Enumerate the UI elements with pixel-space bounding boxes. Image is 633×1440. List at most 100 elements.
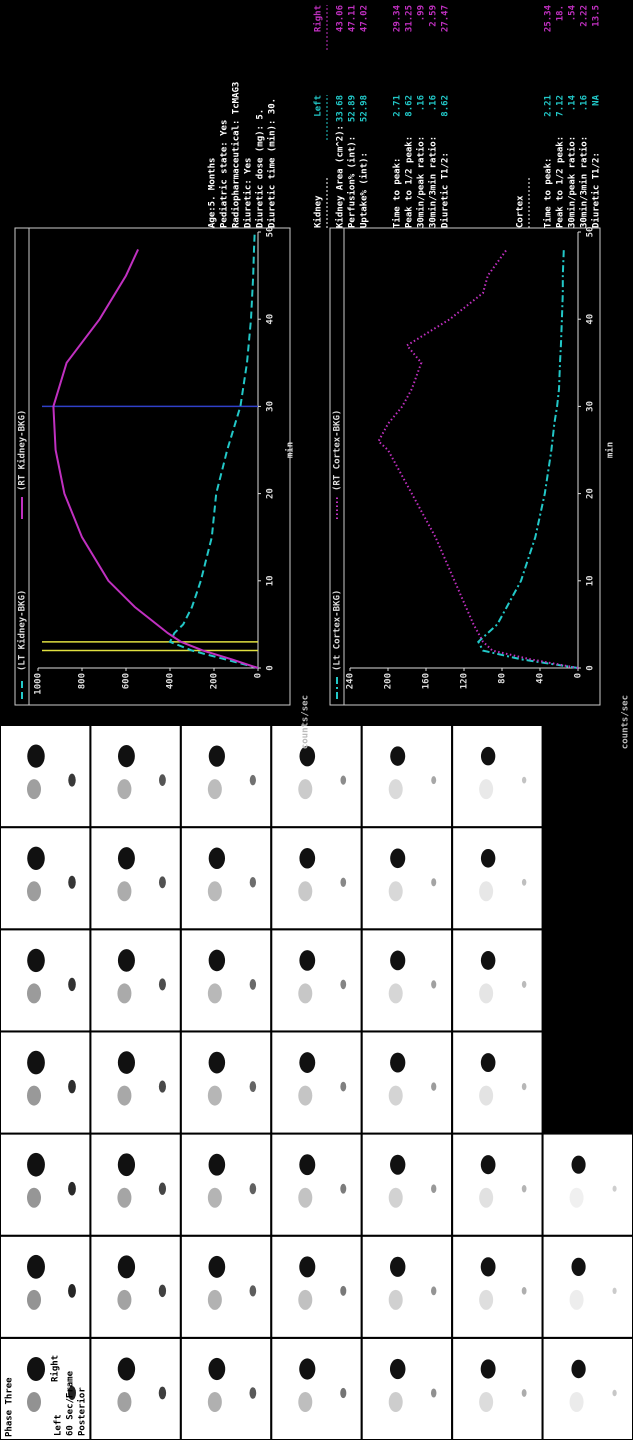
bladder-blob — [340, 980, 346, 990]
x-tick-label: 30 — [586, 401, 596, 412]
kidney-blob-faint — [389, 1086, 403, 1106]
row-label: Time to peak: — [543, 158, 554, 228]
frame — [181, 827, 271, 929]
y-tick-label: 80 — [498, 673, 508, 684]
bladder-blob — [159, 978, 166, 990]
right-value: 2.22 — [580, 5, 590, 27]
bladder-blob — [522, 981, 527, 988]
bladder-blob — [431, 1388, 437, 1397]
frame — [271, 1031, 361, 1133]
frame — [0, 1134, 90, 1236]
frame — [271, 1134, 361, 1236]
frame — [0, 725, 90, 827]
frame — [0, 827, 90, 929]
kidney-blob-faint — [298, 1086, 312, 1106]
right-value: .54 — [568, 4, 578, 21]
right-value: 47.11 — [348, 5, 358, 32]
frame — [90, 1134, 180, 1236]
info-line: Pediatric state: Yes — [219, 120, 230, 228]
y-tick-label: 600 — [122, 673, 132, 689]
section-title: Cortex — [516, 195, 526, 228]
bladder-blob — [340, 878, 346, 887]
left-value: 33.68 — [336, 95, 346, 122]
frame — [181, 725, 271, 827]
x-tick-label: 10 — [586, 575, 596, 586]
kidney-blob-faint — [479, 1290, 493, 1310]
frame — [90, 725, 180, 827]
left-value: .16 — [417, 95, 427, 111]
y-tick-label: 1000 — [34, 673, 44, 695]
kidney-blob — [481, 1053, 496, 1072]
kidney-blob-faint — [27, 1086, 41, 1106]
kidney-blob-faint — [479, 1086, 493, 1106]
bladder-blob — [340, 776, 346, 785]
kidney-blob-faint — [27, 983, 41, 1003]
y-tick-label: 240 — [346, 673, 356, 689]
y-tick-label: 800 — [78, 673, 88, 689]
frame — [0, 1236, 90, 1338]
frame — [90, 1236, 180, 1338]
bladder-blob — [431, 878, 436, 886]
bladder-blob — [340, 1082, 346, 1092]
info-line: Radiopharmaceutical: TcMAG3 — [231, 82, 242, 228]
kidney-blob-faint — [27, 1392, 41, 1412]
bladder-blob — [68, 774, 75, 787]
kidney-blob-faint — [117, 1086, 131, 1106]
bladder-blob — [159, 774, 166, 786]
y-tick-label: 200 — [384, 673, 394, 689]
left-value: 8.62 — [405, 95, 415, 117]
bladder-blob — [340, 1286, 346, 1296]
frame — [452, 725, 542, 827]
frame — [181, 1236, 271, 1338]
kidney-blob — [390, 1257, 405, 1277]
bladder-blob — [68, 876, 76, 889]
bladder-blob — [68, 1080, 76, 1093]
bladder-blob — [522, 1287, 527, 1295]
right-value: 29.34 — [393, 4, 403, 32]
y-tick-label: 120 — [460, 673, 470, 689]
x-tick-label: 10 — [266, 575, 276, 586]
frame — [452, 1338, 542, 1440]
info-line: Diuretic dose (mg): 5. — [255, 109, 266, 228]
kidney-blob — [27, 1051, 45, 1075]
bladder-blob — [159, 876, 166, 888]
bladder-blob — [522, 1389, 527, 1397]
y-tick-label: 200 — [210, 673, 220, 689]
x-tick-label: 40 — [586, 314, 596, 325]
right-value: 13.5 — [592, 5, 602, 27]
kidney-blob — [299, 950, 315, 971]
left-value: 52.98 — [360, 95, 370, 122]
right-value: 2.59 — [429, 5, 439, 27]
bladder-blob — [431, 776, 436, 784]
kidney-blob — [299, 1358, 315, 1379]
kidney-blob — [481, 747, 495, 766]
frame-label: 60 Sec/Frame — [66, 1370, 76, 1436]
kidney-blob — [27, 1255, 45, 1279]
left-value: .16 — [429, 95, 439, 111]
frame — [90, 929, 180, 1031]
kidney-blob — [118, 1051, 135, 1074]
legend-label: (RT Cortex-BKG) — [333, 410, 343, 491]
x-tick-label: 20 — [586, 488, 596, 499]
kidney-blob-faint — [208, 1086, 222, 1106]
frame — [362, 1134, 452, 1236]
bladder-blob — [522, 777, 526, 784]
kidney-blob — [299, 1052, 315, 1073]
frame — [362, 725, 452, 827]
bladder-blob — [612, 1390, 616, 1397]
frame — [0, 929, 90, 1031]
bladder-blob — [249, 1387, 256, 1399]
legend-label: (RT Kidney-BKG) — [17, 410, 28, 491]
frame-label: Left — [54, 1414, 64, 1436]
bladder-blob — [612, 1288, 616, 1294]
frame — [181, 1134, 271, 1236]
kidney-blob — [571, 1360, 585, 1378]
bladder-blob — [159, 1080, 166, 1092]
left-value: 52.89 — [348, 95, 358, 122]
kidney-blob-faint — [117, 983, 131, 1003]
left-value: NA — [592, 94, 602, 105]
bladder-blob — [159, 1285, 166, 1298]
info-line: Diuretic: Yes — [243, 158, 254, 228]
kidney-blob — [118, 1357, 135, 1380]
kidney-blob-faint — [208, 881, 222, 901]
